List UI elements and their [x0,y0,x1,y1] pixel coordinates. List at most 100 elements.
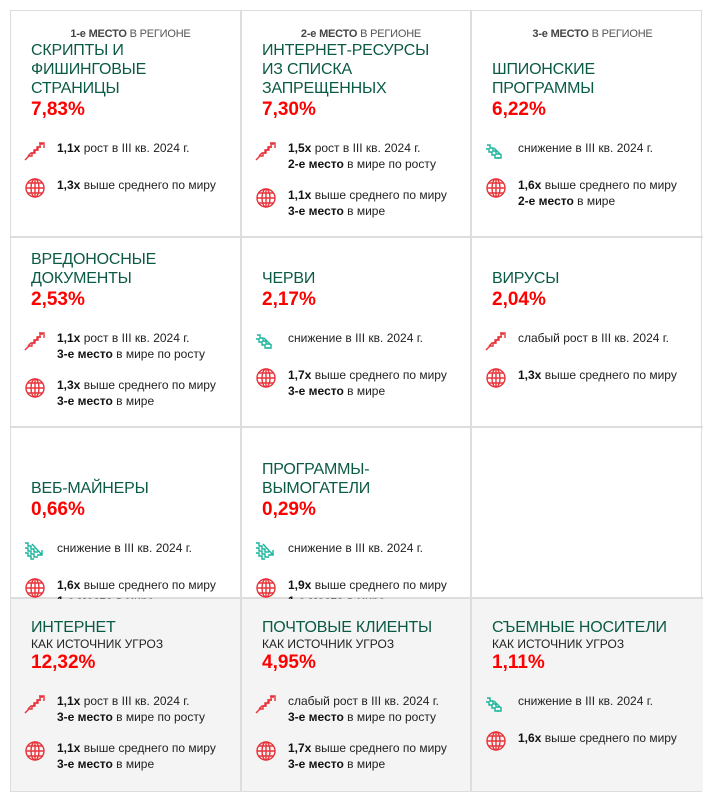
globe-icon [484,177,508,199]
stat-item: слабый рост в III кв. 2024 г. [484,330,693,352]
threat-card: СЪЕМНЫЕ НОСИТЕЛИ КАК ИСТОЧНИК УГРОЗ 1,11% с… [472,599,703,791]
stat-text: выше среднего по миру [311,368,447,382]
stat-item: 1,6x выше среднего по миру [484,730,693,752]
stat-text: рост в III кв. 2024 г. [80,141,190,155]
stat-rank-line: 3-е место в мире [288,756,447,772]
world-rank: 2-е место [518,194,574,208]
stat-text: выше среднего по миру [80,378,216,392]
world-rank: 3-е место [288,710,344,724]
rank-place: 1-е МЕСТО [70,28,127,40]
stat-line: снижение в III кв. 2024 г. [518,140,653,156]
stat-rank-line: 3-е место в мире по росту [57,709,205,725]
stat-multiplier: 1,1x [57,331,81,345]
stat-item: 1,3x выше среднего по миру 3-е место в ми… [23,377,230,409]
category-subtitle: КАК ИСТОЧНИК УГРОЗ [492,637,625,651]
world-rank: 3-е место [57,394,113,408]
category-title: ЧЕРВИ [262,270,316,287]
stat-line: 1,6x выше среднего по миру [518,177,677,193]
category-title: ИНТЕРНЕТ [31,619,116,636]
stat-line: снижение в III кв. 2024 г. [57,540,192,556]
stat-line: 1,1x рост в III кв. 2024 г. [57,330,205,346]
percent-value: 4,95% [262,652,316,673]
stat-text: выше среднего по миру [541,368,677,382]
world-rank-text: в мире по росту [343,710,436,724]
stat-text: рост в III кв. 2024 г. [80,331,190,345]
category-title: ПРОГРАММЫ- ВЫМОГАТЕЛИ [262,461,371,497]
category-title: ИНТЕРНЕТ-РЕСУРСЫ ИЗ СПИСКА ЗАПРЕЩЕННЫХ [262,42,430,97]
stat-multiplier: 1,1x [288,188,312,202]
world-rank-text: в мире по росту [112,347,205,361]
rank-label: В РЕГИОНЕ [588,28,653,40]
stat-item: снижение в III кв. 2024 г. [484,140,693,162]
stat-text: слабый рост в III кв. 2024 г. [518,331,670,345]
stat-text: выше среднего по миру [80,578,216,592]
stat-multiplier: 1,9x [288,578,312,592]
threat-card: ЧЕРВИ 2,17% снижение в III кв. 2024 г. 1,7x… [242,238,472,428]
stat-rank-line: 3-е место в мире [57,756,216,772]
stat-multiplier: 1,1x [57,141,81,155]
stat-text: снижение в III кв. 2024 г. [518,141,653,155]
stat-line: 1,9x выше среднего по миру [288,577,447,593]
percent-value: 7,30% [262,99,316,120]
stat-rank-line: 3-е место в мире [288,383,447,399]
globe-icon [23,740,47,762]
stat-item: снижение в III кв. 2024 г. [23,540,230,562]
threat-stats-grid: 1-е МЕСТО В РЕГИОНЕ СКРИПТЫ И ФИШИНГОВЫЕ … [10,10,703,792]
rank-label: В РЕГИОНЕ [126,28,191,40]
stat-text: рост в III кв. 2024 г. [80,694,190,708]
growth-up-icon [23,330,47,352]
stat-multiplier: 1,5x [288,141,312,155]
stat-line: 1,7x выше среднего по миру [288,367,447,383]
stat-rank-line: 3-е место в мире по росту [57,346,205,362]
region-rank: 1-е МЕСТО В РЕГИОНЕ [31,11,230,42]
strong-decline-icon [254,540,278,562]
stat-item: снижение в III кв. 2024 г. [484,693,693,715]
percent-value: 2,04% [492,289,546,310]
growth-up-icon [484,330,508,352]
rank-place: 2-е МЕСТО [300,28,358,40]
stat-multiplier: 1,1x [57,694,81,708]
stat-line: 1,7x выше среднего по миру [288,740,447,756]
threat-card: ВИРУСЫ 2,04% слабый рост в III кв. 2024 г.… [472,238,703,428]
threat-card: 2-е МЕСТО В РЕГИОНЕ ИНТЕРНЕТ-РЕСУРСЫ ИЗ С… [242,11,472,238]
stat-text: рост в III кв. 2024 г. [311,141,421,155]
growth-up-icon [23,693,47,715]
stat-item: 1,7x выше среднего по миру 3-е место в ми… [254,367,460,399]
stat-item: 1,1x выше среднего по миру 3-е место в ми… [254,187,460,219]
threat-card: 3-е МЕСТО В РЕГИОНЕ ШПИОНСКИЕ ПРОГРАММЫ 6,… [472,11,703,238]
percent-value: 1,11% [492,652,545,673]
stat-line: снижение в III кв. 2024 г. [288,330,423,346]
threat-card: ПРОГРАММЫ- ВЫМОГАТЕЛИ 0,29% снижение в III… [242,428,472,608]
world-rank-text: в мире по росту [112,710,205,724]
globe-icon [254,740,278,762]
threat-card: ВЕБ-МАЙНЕРЫ 0,66% снижение в III кв. 2024 … [11,428,242,608]
stat-line: 1,3x выше среднего по миру [57,177,216,193]
stat-multiplier: 1,3x [518,368,542,382]
percent-value: 0,29% [262,499,316,520]
stat-text: выше среднего по миру [541,178,677,192]
world-rank: 3-е место [57,347,113,361]
stat-line: 1,6x выше среднего по миру [57,577,216,593]
stat-multiplier: 1,6x [57,578,81,592]
decline-down-icon [484,140,508,162]
strong-decline-icon [23,540,47,562]
decline-down-icon [484,693,508,715]
stat-line: 1,3x выше среднего по миру [518,367,677,383]
stat-item: 1,7x выше среднего по миру 3-е место в ми… [254,740,460,772]
stat-line: 1,6x выше среднего по миру [518,730,677,746]
threat-card: ВРЕДОНОСНЫЕ ДОКУМЕНТЫ 2,53% 1,1x рост в II… [11,238,242,428]
world-rank-text: в мире [573,194,616,208]
globe-icon [484,730,508,752]
stat-text: снижение в III кв. 2024 г. [288,541,423,555]
stat-item: слабый рост в III кв. 2024 г. 3-е место в… [254,693,460,725]
stat-line: 1,1x выше среднего по миру [288,187,447,203]
world-rank: 3-е место [288,757,344,771]
threat-card [472,428,703,599]
stat-item: 1,3x выше среднего по миру [484,367,693,389]
world-rank: 3-е место [57,757,113,771]
stat-line: слабый рост в III кв. 2024 г. [288,693,439,709]
threat-card: ИНТЕРНЕТ КАК ИСТОЧНИК УГРОЗ 12,32% 1,1x рос… [11,599,242,791]
percent-value: 12,32% [31,652,96,673]
stat-line: слабый рост в III кв. 2024 г. [518,330,669,346]
rank-place: 3-е МЕСТО [532,28,589,40]
